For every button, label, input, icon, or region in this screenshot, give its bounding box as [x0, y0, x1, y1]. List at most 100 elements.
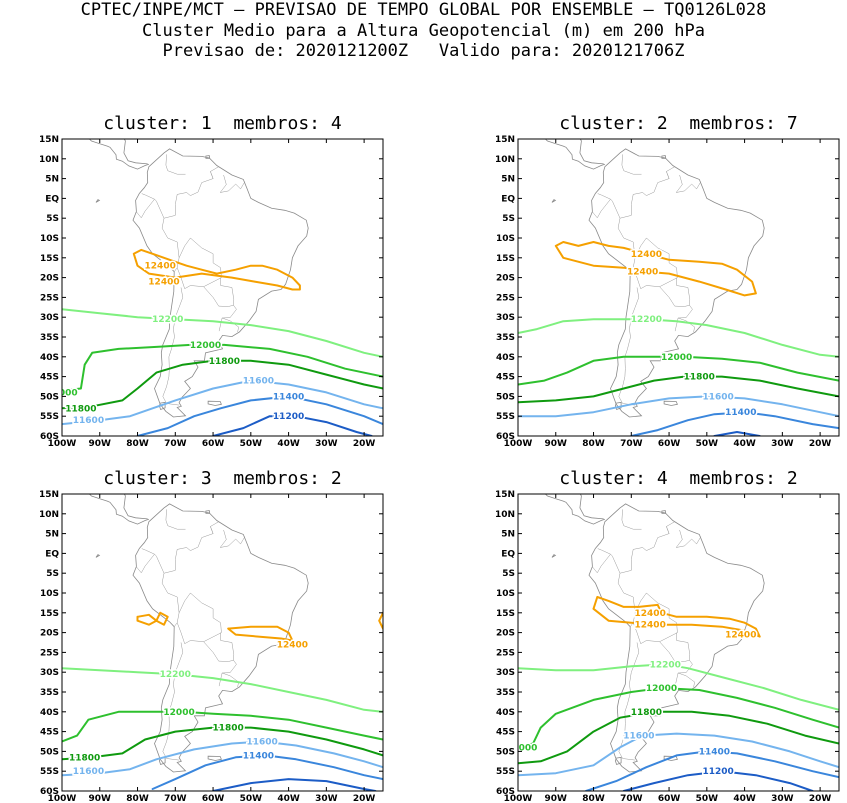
contour-line-12400 [378, 611, 383, 630]
contour-line-12400 [592, 596, 761, 638]
lat-tick-label: 10N [39, 510, 59, 520]
lon-tick-label: 70W [164, 794, 187, 803]
country-border [675, 529, 692, 548]
country-border [610, 199, 621, 219]
lon-tick-label: 30W [315, 794, 338, 803]
coastline-caribbean [579, 494, 604, 520]
country-border [161, 171, 214, 272]
country-border [617, 526, 670, 627]
lat-tick-label: 55S [496, 767, 515, 777]
lat-tick-label: 50S [40, 392, 59, 402]
lat-tick-label: 10N [495, 155, 515, 165]
contour-line-11200 [212, 778, 377, 791]
contour-label-11600: 11600 [73, 767, 104, 777]
lon-tick-label: 20W [353, 439, 376, 449]
lat-tick-label: 50S [496, 747, 515, 757]
country-border [218, 305, 237, 332]
lat-tick-label: 10S [40, 589, 59, 599]
lat-tick-label: 35S [40, 333, 59, 343]
lon-tick-label: 60W [202, 439, 225, 449]
lat-tick-label: 25S [40, 293, 59, 303]
country-border [632, 237, 678, 290]
lat-tick-label: EQ [501, 194, 515, 204]
lat-tick-label: 15N [495, 135, 515, 145]
lat-tick-label: EQ [501, 549, 515, 559]
country-border [691, 536, 702, 545]
contour-line-11600 [62, 740, 383, 777]
lat-tick-label: 5N [45, 530, 59, 540]
lon-tick-label: 90W [545, 439, 568, 449]
coastline-caribbean [123, 494, 148, 520]
map-panel-4: 12400 12400 12400 12200 12000 12000 11800 11600… [495, 490, 840, 803]
lon-tick-label: 20W [809, 794, 832, 803]
lat-tick-label: 15N [495, 490, 515, 500]
lon-tick-label: 100W [504, 439, 533, 449]
country-border [219, 174, 236, 193]
lat-tick-label: 5S [502, 569, 515, 579]
contour-label-12000: 12000 [661, 353, 692, 363]
lon-tick-label: 30W [771, 439, 794, 449]
contour-line-11800 [62, 359, 383, 410]
lat-tick-label: 20S [40, 274, 59, 284]
contour-line-12400 [227, 625, 294, 642]
lat-tick-label: 55S [40, 767, 59, 777]
country-border [675, 174, 692, 193]
lon-tick-label: 40W [277, 794, 300, 803]
contour-label-11200: 11200 [273, 412, 304, 422]
lat-tick-label: 5N [501, 175, 515, 185]
lat-tick-label: 25S [496, 648, 515, 658]
contour-label-11400: 11400 [699, 747, 730, 757]
map-frame [61, 138, 384, 437]
contour-line-11600 [518, 395, 839, 418]
island-outline [207, 755, 222, 761]
contour-label-11800: 11800 [684, 373, 715, 383]
contour-label-11400: 11400 [273, 392, 304, 402]
lon-tick-label: 20W [353, 794, 376, 803]
lat-tick-label: 60S [40, 787, 59, 797]
lat-tick-label: 10S [496, 589, 515, 599]
lat-tick-label: 45S [496, 373, 515, 383]
contour-label-11800: 11800 [631, 708, 662, 718]
contour-line-12400 [155, 611, 169, 626]
lat-tick-label: 55S [496, 412, 515, 422]
lat-tick-label: 60S [496, 787, 515, 797]
country-border [632, 592, 678, 645]
lon-tick-label: 80W [582, 794, 605, 803]
lon-tick-label: 40W [277, 439, 300, 449]
contour-line-11800 [518, 710, 839, 765]
contour-line-11200 [212, 415, 373, 436]
country-border [592, 193, 611, 219]
country-border [218, 660, 237, 687]
contour-label-12200: 12200 [160, 670, 191, 680]
contour-label-11600: 11600 [246, 738, 277, 748]
contour-line-12200 [62, 308, 383, 358]
contour-line-11600 [518, 732, 839, 777]
country-border [678, 317, 695, 332]
lat-tick-label: 25S [496, 293, 515, 303]
contour-line-12200 [62, 667, 383, 713]
lat-tick-label: 30S [40, 668, 59, 678]
contour-line-11200 [713, 431, 761, 436]
contour-label-12400: 12400 [725, 631, 756, 641]
lon-tick-label: 100W [48, 439, 77, 449]
lat-tick-label: 30S [40, 313, 59, 323]
contour-label-11800: 11800 [65, 404, 96, 414]
lat-tick-label: 45S [40, 728, 59, 738]
country-border [210, 166, 219, 179]
contour-line-12400 [554, 241, 757, 297]
contour-line-11400 [136, 395, 383, 436]
panel-title-3: cluster: 3 membros: 2 [103, 468, 342, 489]
lat-tick-label: 15N [39, 135, 59, 145]
country-border [203, 632, 235, 662]
country-border [618, 642, 640, 761]
header-line-3: Previsao de: 2020121200Z Valido para: 20… [162, 41, 685, 61]
lon-tick-label: 80W [126, 439, 149, 449]
coastline-central-america [88, 494, 150, 525]
lat-tick-label: 35S [40, 688, 59, 698]
lat-tick-label: 5N [501, 530, 515, 540]
contour-line-12000 [62, 343, 383, 392]
lon-tick-label: 50W [240, 794, 263, 803]
country-border [678, 672, 695, 687]
contour-label-12000: 12000 [46, 388, 77, 398]
island-outline [614, 401, 622, 411]
